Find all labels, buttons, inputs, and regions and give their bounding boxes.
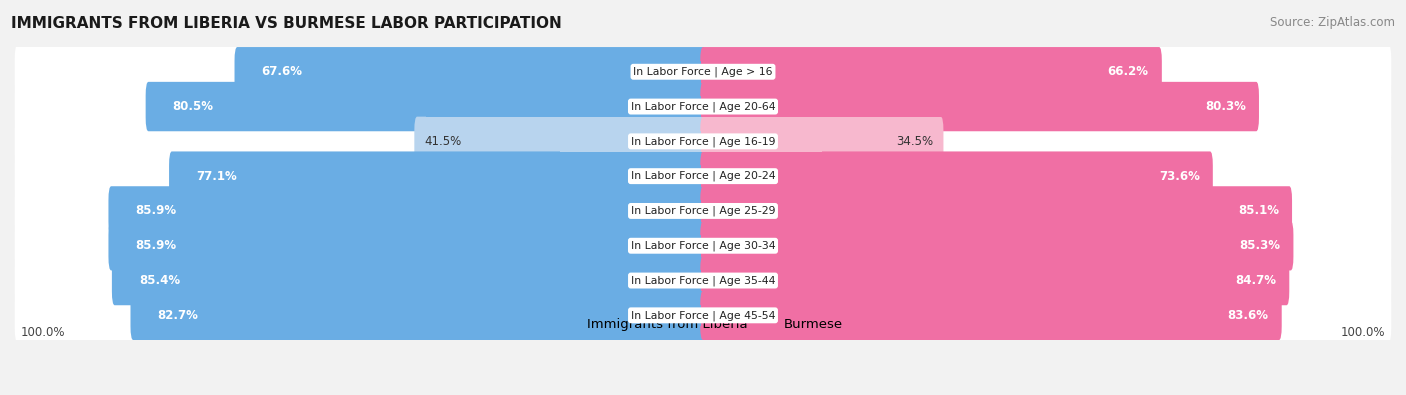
Text: Source: ZipAtlas.com: Source: ZipAtlas.com	[1270, 16, 1395, 29]
Text: 100.0%: 100.0%	[21, 326, 66, 339]
Text: 41.5%: 41.5%	[425, 135, 461, 148]
FancyBboxPatch shape	[112, 256, 706, 305]
Text: 83.6%: 83.6%	[1227, 309, 1268, 322]
FancyBboxPatch shape	[415, 117, 706, 166]
Text: In Labor Force | Age 25-29: In Labor Force | Age 25-29	[631, 206, 775, 216]
Text: 73.6%: 73.6%	[1159, 169, 1199, 182]
FancyBboxPatch shape	[408, 200, 704, 222]
Text: In Labor Force | Age 16-19: In Labor Force | Age 16-19	[631, 136, 775, 147]
FancyBboxPatch shape	[14, 115, 1392, 168]
FancyBboxPatch shape	[108, 186, 706, 236]
FancyBboxPatch shape	[169, 151, 706, 201]
FancyBboxPatch shape	[235, 47, 706, 96]
FancyBboxPatch shape	[700, 47, 1161, 96]
FancyBboxPatch shape	[408, 235, 704, 256]
FancyBboxPatch shape	[700, 82, 1258, 131]
FancyBboxPatch shape	[702, 166, 956, 187]
Text: 85.9%: 85.9%	[135, 205, 176, 218]
Text: IMMIGRANTS FROM LIBERIA VS BURMESE LABOR PARTICIPATION: IMMIGRANTS FROM LIBERIA VS BURMESE LABOR…	[11, 16, 562, 31]
Text: 80.5%: 80.5%	[173, 100, 214, 113]
FancyBboxPatch shape	[14, 288, 1392, 342]
Text: 67.6%: 67.6%	[262, 65, 302, 78]
Text: 80.3%: 80.3%	[1205, 100, 1246, 113]
Legend: Immigrants from Liberia, Burmese: Immigrants from Liberia, Burmese	[558, 312, 848, 336]
FancyBboxPatch shape	[700, 256, 1289, 305]
FancyBboxPatch shape	[702, 131, 823, 152]
Text: In Labor Force | Age 20-24: In Labor Force | Age 20-24	[631, 171, 775, 181]
Text: 66.2%: 66.2%	[1108, 65, 1149, 78]
FancyBboxPatch shape	[426, 96, 704, 117]
Text: 34.5%: 34.5%	[897, 135, 934, 148]
FancyBboxPatch shape	[700, 221, 1294, 271]
FancyBboxPatch shape	[14, 45, 1392, 99]
FancyBboxPatch shape	[437, 166, 704, 187]
FancyBboxPatch shape	[702, 96, 980, 117]
Text: 100.0%: 100.0%	[1340, 326, 1385, 339]
FancyBboxPatch shape	[702, 305, 991, 326]
FancyBboxPatch shape	[470, 61, 704, 83]
Text: 84.7%: 84.7%	[1236, 274, 1277, 287]
Text: 85.4%: 85.4%	[139, 274, 180, 287]
FancyBboxPatch shape	[700, 117, 943, 166]
FancyBboxPatch shape	[700, 291, 1282, 340]
FancyBboxPatch shape	[700, 151, 1213, 201]
FancyBboxPatch shape	[702, 235, 997, 256]
FancyBboxPatch shape	[14, 254, 1392, 307]
FancyBboxPatch shape	[14, 219, 1392, 273]
Text: In Labor Force | Age 30-34: In Labor Force | Age 30-34	[631, 241, 775, 251]
FancyBboxPatch shape	[702, 270, 995, 292]
FancyBboxPatch shape	[146, 82, 706, 131]
FancyBboxPatch shape	[14, 149, 1392, 203]
Text: In Labor Force | Age > 16: In Labor Force | Age > 16	[633, 66, 773, 77]
FancyBboxPatch shape	[702, 61, 931, 83]
Text: In Labor Force | Age 20-64: In Labor Force | Age 20-64	[631, 101, 775, 112]
Text: 77.1%: 77.1%	[195, 169, 236, 182]
Text: 85.1%: 85.1%	[1237, 205, 1279, 218]
Text: 85.3%: 85.3%	[1239, 239, 1281, 252]
Text: 82.7%: 82.7%	[157, 309, 198, 322]
FancyBboxPatch shape	[560, 131, 704, 152]
FancyBboxPatch shape	[418, 305, 704, 326]
FancyBboxPatch shape	[700, 186, 1292, 236]
Text: 85.9%: 85.9%	[135, 239, 176, 252]
FancyBboxPatch shape	[702, 200, 995, 222]
FancyBboxPatch shape	[108, 221, 706, 271]
FancyBboxPatch shape	[131, 291, 706, 340]
FancyBboxPatch shape	[409, 270, 704, 292]
Text: In Labor Force | Age 35-44: In Labor Force | Age 35-44	[631, 275, 775, 286]
FancyBboxPatch shape	[14, 80, 1392, 134]
Text: In Labor Force | Age 45-54: In Labor Force | Age 45-54	[631, 310, 775, 321]
FancyBboxPatch shape	[14, 184, 1392, 238]
